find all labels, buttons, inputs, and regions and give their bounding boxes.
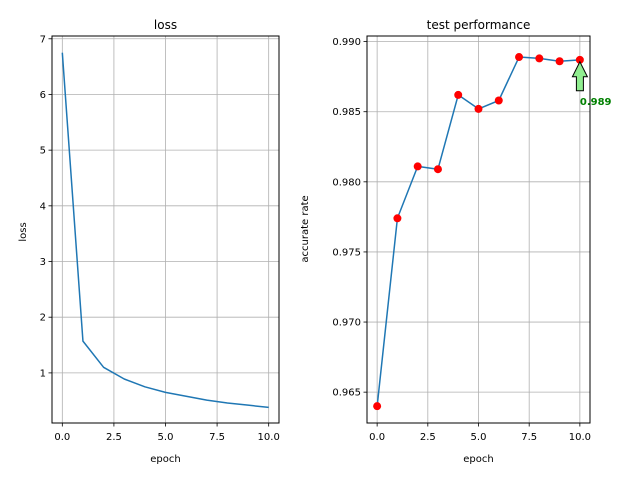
test-performance-plot-data-point	[413, 162, 422, 171]
test-performance-plot-y-tick-label: 0.970	[332, 318, 361, 329]
test-performance-plot-data-point	[515, 53, 524, 62]
loss-plot-x-ticks: 0.0 2.5 5.0 7.5 10.0	[54, 423, 280, 443]
loss-plot-y-tick-label: 6	[40, 90, 46, 101]
loss-plot-y-tick-label: 3	[40, 257, 46, 268]
test-performance-plot-data-point	[535, 54, 544, 63]
test-performance-plot: test performance 0.0 2.5 5.0 7.5 10.0 0.9650…	[300, 18, 612, 465]
loss-plot-x-tick-label: 0.0	[54, 432, 70, 443]
test-performance-plot-x-tick-label: 5.0	[471, 432, 487, 443]
test-performance-plot-title: test performance	[427, 18, 531, 32]
loss-plot: loss 0.0 2.5 5.0 7.5 10.0 1 2 3 4 5 6 7 epoch loss	[18, 18, 280, 465]
loss-plot-y-tick-label: 1	[40, 368, 46, 379]
test-performance-plot-x-tick-label: 2.5	[420, 432, 436, 443]
test-performance-plot-y-tick-label: 0.990	[332, 37, 361, 48]
loss-plot-x-tick-label: 2.5	[106, 432, 122, 443]
loss-plot-series-line	[61, 52, 269, 409]
loss-plot-y-tick-label: 4	[40, 201, 46, 212]
max-accuracy-annotation: 0.989	[571, 60, 612, 108]
test-performance-plot-x-tick-label: 10.0	[569, 432, 591, 443]
test-performance-plot-x-label: epoch	[463, 454, 493, 465]
test-performance-plot-x-tick-label: 7.5	[521, 432, 537, 443]
test-performance-plot-data-point	[555, 57, 564, 66]
test-performance-plot-data-point	[474, 104, 483, 113]
annotation-arrow-icon	[571, 60, 589, 92]
test-performance-plot-y-tick-label: 0.975	[332, 247, 361, 258]
loss-plot-y-tick-label: 5	[40, 146, 46, 157]
loss-plot-y-label: loss	[18, 222, 29, 241]
test-performance-plot-y-tick-label: 0.985	[332, 107, 361, 118]
loss-plot-grid	[52, 36, 279, 423]
test-performance-plot-grid	[367, 36, 590, 423]
loss-plot-x-tick-label: 10.0	[258, 432, 280, 443]
test-performance-plot-data-point	[454, 90, 463, 99]
loss-plot-x-label: epoch	[150, 454, 180, 465]
loss-plot-y-tick-label: 2	[40, 313, 46, 324]
loss-plot-series	[61, 52, 269, 409]
test-performance-plot-x-tick-label: 0.0	[369, 432, 385, 443]
test-performance-plot-data-point	[575, 55, 584, 64]
loss-plot-y-tick-label: 7	[40, 34, 46, 45]
test-performance-plot-y-tick-label: 0.965	[332, 388, 361, 399]
test-performance-plot-y-ticks: 0.965 0.970 0.975 0.980 0.985 0.990	[332, 37, 367, 399]
loss-plot-x-tick-label: 7.5	[209, 432, 225, 443]
test-performance-plot-series	[373, 53, 584, 411]
loss-plot-title: loss	[154, 18, 177, 32]
test-performance-plot-x-ticks: 0.0 2.5 5.0 7.5 10.0	[369, 423, 591, 443]
test-performance-plot-y-label: accurate rate	[300, 195, 311, 262]
test-performance-plot-data-point	[373, 402, 382, 411]
test-performance-plot-y-tick-label: 0.980	[332, 177, 361, 188]
loss-plot-x-tick-label: 5.0	[158, 432, 174, 443]
annotation-label: 0.989	[580, 97, 612, 108]
test-performance-plot-data-point	[494, 96, 503, 105]
loss-plot-y-ticks: 1 2 3 4 5 6 7	[40, 34, 52, 379]
test-performance-plot-data-point	[393, 214, 402, 223]
test-performance-plot-data-point	[433, 165, 442, 174]
